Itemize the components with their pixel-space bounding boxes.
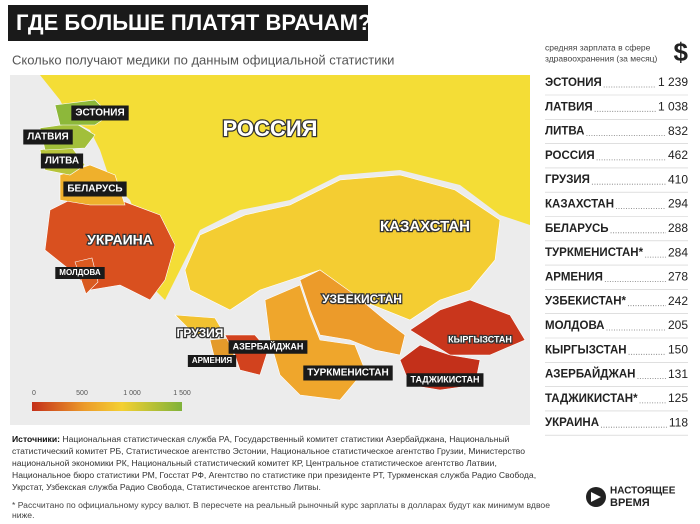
- title: ГДЕ БОЛЬШЕ ПЛАТЯТ ВРАЧАМ?: [16, 10, 371, 35]
- salary-value: 1 038: [658, 99, 688, 113]
- map-labels: РОССИЯ ЭСТОНИЯ ЛАТВИЯ ЛИТВА БЕЛАРУСЬ УКРАИНА М…: [23, 105, 513, 387]
- logo: НАСТОЯЩЕЕ ВРЕМЯ: [586, 486, 676, 509]
- logo-text: НАСТОЯЩЕЕ: [610, 486, 676, 497]
- country-name: ЭСТОНИЯ: [545, 77, 602, 89]
- sources: Источники: Национальная статистическая с…: [12, 433, 542, 493]
- label-box: [63, 181, 127, 197]
- salary-value: 462: [668, 148, 688, 162]
- label-box: [303, 365, 393, 381]
- salary-value: 278: [668, 270, 688, 284]
- label-box: [406, 373, 484, 387]
- country-name: ГРУЗИЯ: [545, 174, 590, 186]
- legend-scale: [32, 402, 182, 411]
- kazakhstan: [184, 174, 501, 321]
- uzbekistan: [299, 269, 406, 356]
- country-name: АЗЕРБАЙДЖАН: [545, 368, 635, 381]
- legend-tick-label: 1 500: [173, 390, 191, 397]
- country-name: РОССИЯ: [545, 150, 595, 162]
- label-box: [23, 129, 73, 145]
- country-label: УЗБЕКИСТАН: [322, 292, 402, 306]
- salary-value: 294: [668, 197, 688, 211]
- label-box: [40, 153, 84, 169]
- salary-value: 284: [668, 245, 688, 259]
- legend-tick-label: 0: [32, 390, 36, 397]
- country-name: КЫРГЫЗСТАН: [545, 344, 627, 356]
- subtitle: Сколько получают медики по данным официа…: [12, 52, 394, 67]
- legend-tick-label: 500: [76, 390, 88, 397]
- salary-value: 410: [668, 172, 688, 186]
- country-name: ЛИТВА: [545, 126, 584, 138]
- salary-value: 131: [668, 367, 688, 381]
- country-label: ТАДЖИКИСТАН: [411, 374, 480, 384]
- currency: $: [674, 37, 689, 67]
- kyrgyzstan: [409, 299, 526, 356]
- country-label: ТУРКМЕНИСТАН: [307, 368, 388, 379]
- country-label: АЗЕРБАЙДЖАН: [233, 340, 304, 351]
- title-box: [8, 5, 368, 41]
- label-box: [55, 267, 105, 279]
- country-label: ГРУЗИЯ: [177, 326, 224, 340]
- caption-line: средняя зарплата в сфере: [545, 42, 651, 52]
- salary-value: 125: [668, 391, 688, 405]
- sources-text: Национальная статистическая служба РА, Г…: [12, 434, 537, 492]
- country-name: УКРАИНА: [545, 417, 599, 429]
- salary-value: 118: [669, 415, 688, 429]
- country-label: ЛИТВА: [45, 156, 79, 167]
- country-label: АРМЕНИЯ: [192, 356, 233, 365]
- country-label: БЕЛАРУСЬ: [67, 184, 122, 195]
- country-name: КАЗАХСТАН: [545, 199, 614, 211]
- footnote: * Рассчитано по официальному курсу валют…: [12, 500, 550, 520]
- legend-tick-label: 1 000: [123, 390, 141, 397]
- salary-value: 1 239: [658, 75, 688, 89]
- country-label: ЛАТВИЯ: [27, 132, 68, 143]
- sources-label: Источники:: [12, 434, 60, 444]
- legend: 0 500 1 000 1 500: [32, 390, 191, 397]
- salary-value: 832: [668, 124, 688, 138]
- logo-icon: [591, 492, 601, 502]
- salary-value: 288: [668, 221, 688, 235]
- label-box: [228, 340, 308, 354]
- country-name: БЕЛАРУСЬ: [545, 223, 609, 235]
- country-name: ТУРКМЕНИСТАН*: [545, 247, 644, 259]
- logo-text: ВРЕМЯ: [610, 497, 650, 509]
- country-name: ТАДЖИКИСТАН*: [545, 393, 638, 405]
- country-label: КЫРГЫЗСТАН: [448, 334, 512, 344]
- country-label: РОССИЯ: [223, 116, 318, 141]
- country-label: КАЗАХСТАН: [380, 218, 470, 235]
- salary-value: 150: [668, 342, 688, 356]
- country-label: ЭСТОНИЯ: [75, 108, 124, 119]
- caption-line: здравоохранения (за месяц): [545, 53, 658, 63]
- ranking-list: ЭСТОНИЯ 1 239 ЛАТВИЯ 1 038 ЛИТВА 832 РОССИЯ 462…: [545, 75, 688, 436]
- country-name: УЗБЕКИСТАН*: [545, 296, 627, 308]
- country-label: УКРАИНА: [87, 232, 153, 248]
- country-name: ЛАТВИЯ: [545, 101, 593, 113]
- label-box: [71, 105, 129, 121]
- country-label: МОЛДОВА: [59, 268, 101, 277]
- salary-value: 205: [668, 318, 688, 332]
- country-name: МОЛДОВА: [545, 320, 604, 332]
- country-name: АРМЕНИЯ: [545, 271, 603, 283]
- label-box: [187, 355, 237, 367]
- salary-value: 242: [668, 294, 688, 308]
